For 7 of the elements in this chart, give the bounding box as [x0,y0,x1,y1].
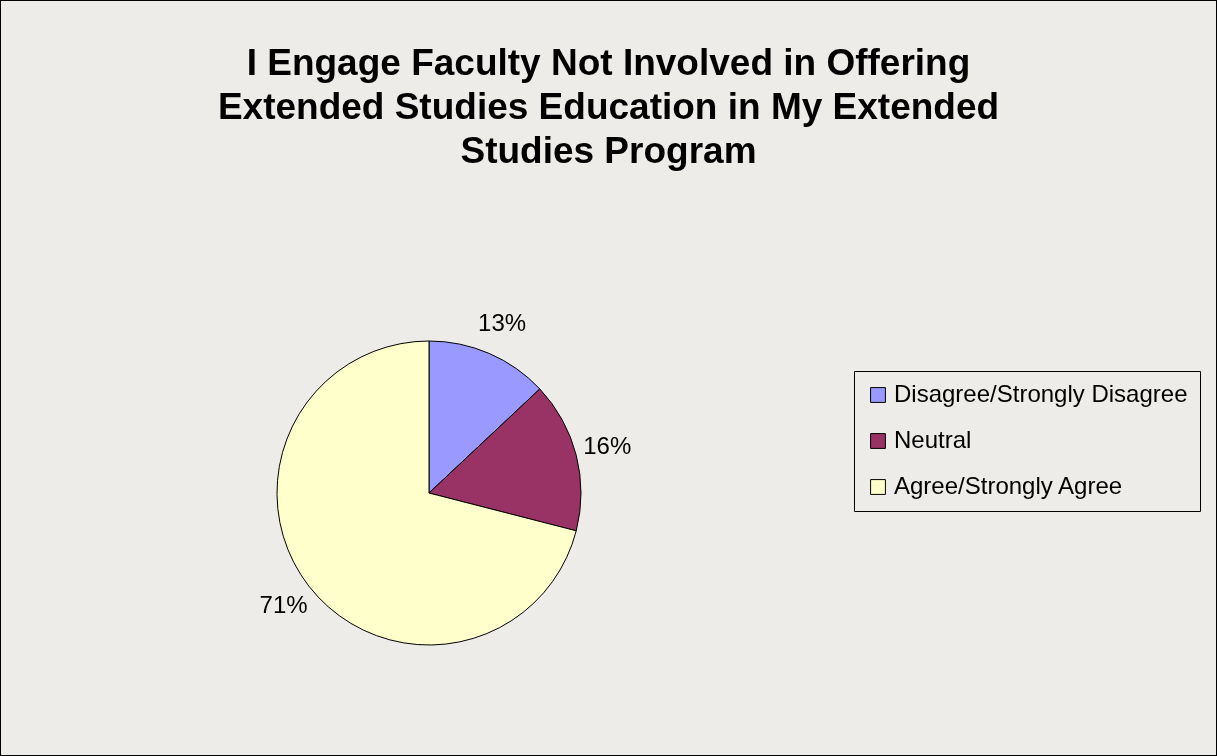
data-label: 16% [583,432,632,460]
chart-title: I Engage Faculty Not Involved in Offering Extended Studies Education in My Extended Studies Program [216,41,1001,173]
legend-label: Neutral [894,426,972,453]
data-label: 13% [478,309,527,337]
data-label: 71% [259,590,308,618]
legend-label: Disagree/Strongly Disagree [894,380,1188,407]
legend-label: Agree/Strongly Agree [894,472,1123,499]
